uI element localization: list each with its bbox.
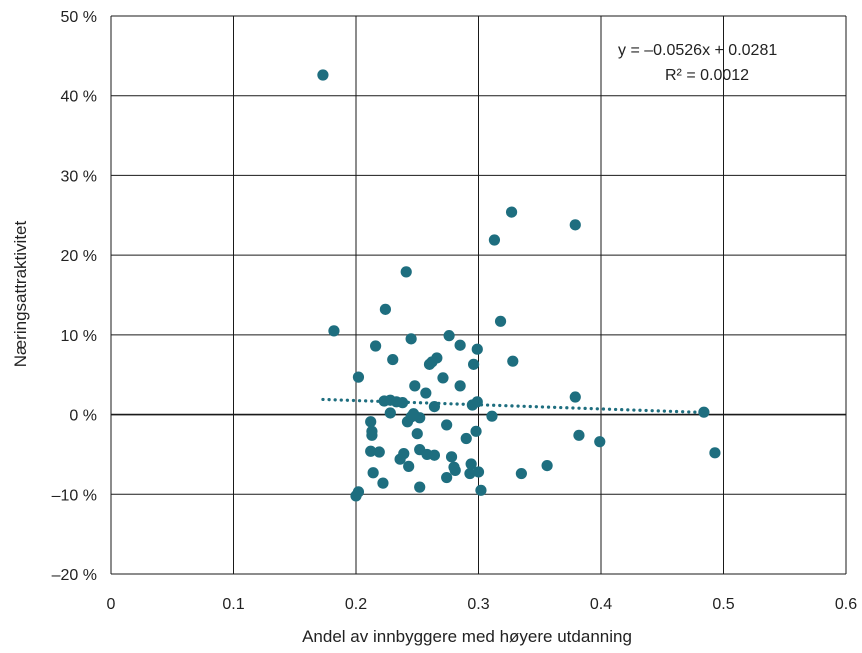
y-tick-label: 50 % [61, 9, 97, 26]
data-point [379, 303, 391, 315]
grid-lines [110, 15, 847, 575]
trendline [321, 397, 707, 415]
x-axis-title: Andel av innbyggere med høyere utdanning [302, 627, 632, 646]
x-tick-label: 0.3 [467, 596, 489, 613]
data-point [317, 69, 329, 81]
data-point [471, 396, 483, 408]
data-point [441, 419, 453, 431]
y-tick-label: 0 % [69, 408, 97, 425]
y-axis-ticks: –20 % –10 % 0 % 10 % 20 % 30 % 40 % 50 % [52, 9, 97, 584]
data-point [428, 449, 440, 461]
y-tick-label: –10 % [52, 487, 97, 504]
r-squared-label: R² = 0.0012 [665, 67, 749, 84]
x-tick-label: 0.1 [222, 596, 244, 613]
data-point [409, 380, 421, 392]
data-point [472, 466, 485, 478]
data-point [414, 412, 426, 424]
data-point [486, 410, 498, 422]
data-point [352, 371, 365, 383]
data-point [377, 477, 389, 489]
data-point [541, 459, 553, 472]
data-point [449, 464, 461, 476]
data-point [366, 425, 378, 437]
y-tick-label: 30 % [61, 168, 97, 185]
data-point [698, 406, 710, 418]
data-point [488, 234, 501, 246]
data-point [569, 219, 581, 231]
data-point [431, 352, 443, 364]
data-point [460, 432, 472, 445]
x-tick-label: 0.2 [345, 596, 367, 613]
y-axis-title: Næringsattraktivitet [11, 221, 30, 368]
y-tick-label: 20 % [61, 248, 97, 265]
data-point [454, 339, 466, 351]
data-point [352, 486, 365, 498]
x-tick-label: 0.6 [835, 596, 857, 613]
data-point [505, 206, 518, 218]
data-point [464, 467, 476, 480]
data-point [573, 429, 585, 441]
data-point [370, 340, 382, 352]
data-point [365, 445, 377, 457]
x-axis-ticks: 0 0.1 0.2 0.3 0.4 0.5 0.6 [107, 596, 858, 613]
data-point [328, 325, 340, 337]
data-point [367, 467, 379, 479]
data-point [709, 447, 721, 459]
y-tick-label: 40 % [61, 89, 97, 106]
data-point [403, 460, 415, 472]
data-point [471, 343, 483, 355]
data-point [414, 481, 426, 493]
data-point [400, 266, 412, 278]
data-point [494, 315, 507, 327]
data-point [428, 401, 440, 413]
data-point [569, 391, 581, 403]
data-point [443, 330, 455, 342]
data-point [437, 372, 449, 384]
data-point [411, 428, 423, 440]
data-point [454, 380, 466, 392]
data-point [594, 436, 606, 448]
data-point [405, 333, 417, 345]
data-point [420, 387, 432, 399]
data-point [441, 471, 453, 484]
data-point [396, 397, 409, 409]
data-point [384, 407, 396, 419]
trendline-equation: y = –0.0526x + 0.0281 [618, 42, 777, 59]
data-point [398, 448, 410, 460]
data-point [365, 416, 377, 428]
data-points [317, 69, 721, 502]
trendline-path [321, 397, 707, 415]
y-tick-label: 10 % [61, 328, 97, 345]
data-point [373, 446, 385, 458]
y-tick-label: –20 % [52, 567, 97, 584]
data-point [507, 355, 519, 367]
data-point [387, 353, 399, 366]
data-point [468, 358, 480, 370]
x-tick-label: 0 [107, 596, 116, 613]
x-tick-label: 0.5 [712, 596, 734, 613]
x-tick-label: 0.4 [590, 596, 612, 613]
data-point [445, 451, 458, 463]
data-point [515, 467, 527, 480]
data-point [465, 458, 477, 470]
data-point [475, 484, 487, 496]
data-point [470, 425, 482, 437]
